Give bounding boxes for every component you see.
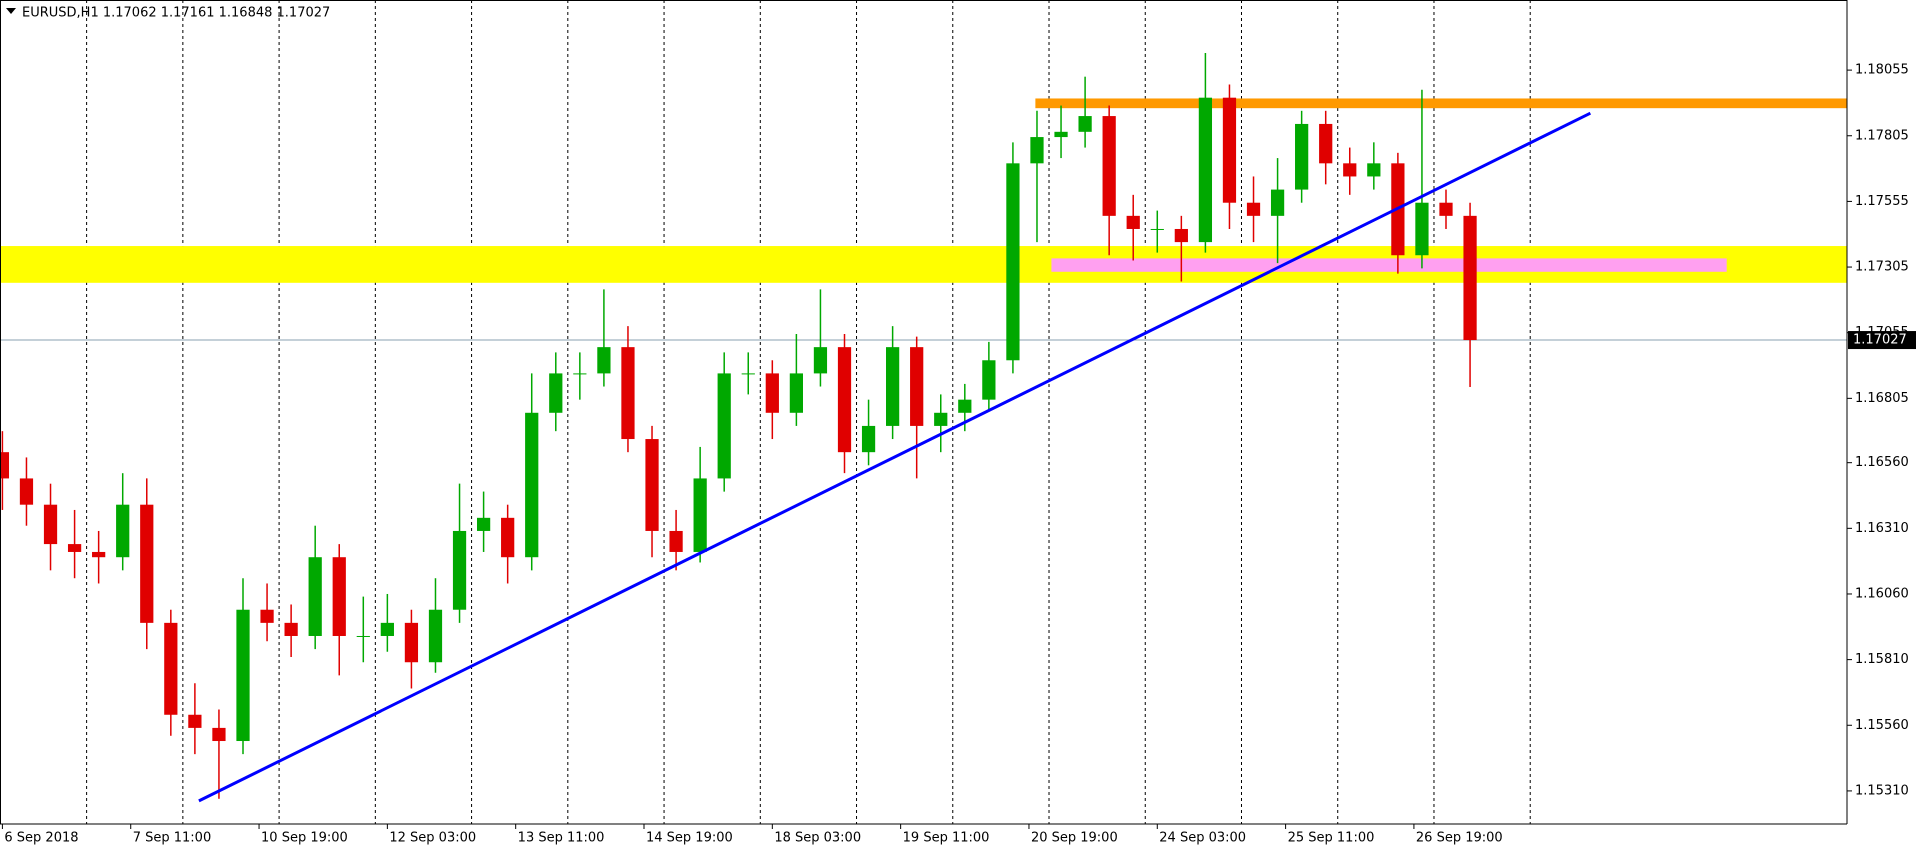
- candle-body: [140, 504, 154, 623]
- x-tick-label: 10 Sep 19:00: [261, 831, 348, 846]
- candle-body: [1150, 228, 1164, 230]
- candle-body: [428, 609, 443, 663]
- x-tick-label: 7 Sep 11:00: [133, 831, 212, 846]
- candle-body: [1367, 163, 1381, 177]
- candle-body: [1463, 215, 1477, 341]
- candle-body: [813, 347, 828, 374]
- x-tick-label: 26 Sep 19:00: [1416, 831, 1503, 846]
- x-tick-label: 18 Sep 03:00: [774, 831, 861, 846]
- y-tick-label: 1.17805: [1855, 128, 1909, 143]
- chart-title: EURUSD,H1 1.17062 1.17161 1.16848 1.1702…: [22, 6, 330, 21]
- y-tick-label: 1.18055: [1855, 63, 1909, 78]
- candle-body: [621, 347, 635, 440]
- candle-body: [1006, 163, 1020, 361]
- current-price-box: [1848, 331, 1916, 350]
- trendline: [198, 111, 1592, 803]
- candle-body: [1295, 123, 1309, 190]
- candle-body: [116, 504, 130, 558]
- candle-body: [1415, 202, 1429, 256]
- current-price-label: 1.17027: [1853, 333, 1907, 348]
- candle-body: [645, 439, 659, 531]
- candle-body: [380, 622, 394, 636]
- y-tick-label: 1.16060: [1855, 586, 1909, 601]
- candle-body: [92, 551, 106, 558]
- x-tick-label: 14 Sep 19:00: [646, 831, 733, 846]
- candle-body: [1319, 123, 1333, 164]
- candle-body: [164, 622, 178, 715]
- candle-body: [0, 452, 10, 479]
- candle-body: [1439, 202, 1453, 216]
- candle-body: [693, 478, 707, 552]
- candle-body: [284, 622, 298, 636]
- candle-body: [861, 425, 876, 453]
- x-tick-label: 13 Sep 11:00: [518, 831, 605, 846]
- candle-body: [1270, 189, 1285, 216]
- candle-body: [1198, 97, 1213, 243]
- candle-body: [212, 727, 226, 742]
- candle-body: [549, 373, 563, 413]
- y-tick-label: 1.15810: [1855, 652, 1909, 667]
- x-tick-label: 19 Sep 11:00: [903, 831, 990, 846]
- candle-body: [982, 360, 996, 400]
- candle-body: [67, 544, 82, 552]
- candle-body: [717, 373, 731, 479]
- candle-body: [1078, 116, 1092, 132]
- candle-body: [501, 517, 515, 558]
- price-zone: [1051, 258, 1727, 272]
- candle-body: [837, 347, 852, 453]
- candle-body: [525, 412, 539, 558]
- candle-body: [1102, 116, 1116, 216]
- candle-body: [404, 622, 419, 663]
- y-tick-label: 1.16310: [1855, 521, 1909, 536]
- candle-body: [741, 373, 755, 375]
- x-tick-label: 12 Sep 03:00: [389, 831, 476, 846]
- y-tick-label: 1.15310: [1855, 783, 1909, 798]
- candle-body: [476, 517, 491, 531]
- y-tick-label: 1.16805: [1855, 391, 1909, 406]
- candle-body: [332, 557, 346, 636]
- candle-body: [1246, 202, 1261, 216]
- x-tick-label: 20 Sep 19:00: [1031, 831, 1118, 846]
- candle-body: [188, 714, 202, 728]
- y-tick-label: 1.17555: [1855, 194, 1909, 209]
- candle-body: [1174, 228, 1188, 243]
- candle-body: [1343, 163, 1357, 177]
- x-tick-label: 25 Sep 11:00: [1288, 831, 1375, 846]
- y-tick-label: 1.17305: [1855, 260, 1909, 275]
- candle-body: [19, 478, 34, 505]
- candle-body: [910, 347, 924, 426]
- candle-body: [958, 399, 972, 413]
- candle-body: [789, 373, 803, 413]
- candle-body: [573, 373, 587, 375]
- candle-body: [1126, 215, 1140, 229]
- x-tick-label: 24 Sep 03:00: [1159, 831, 1246, 846]
- candle-body: [452, 530, 467, 610]
- price-zone: [1035, 98, 1847, 109]
- y-tick-label: 1.16560: [1855, 455, 1909, 470]
- zones-layer: [0, 98, 1847, 283]
- candle-body: [308, 557, 322, 636]
- candle-body: [43, 504, 58, 545]
- grid-layer: [0, 0, 1847, 824]
- candle-body: [597, 347, 611, 374]
- candle-body: [236, 609, 250, 742]
- candle-body: [356, 635, 370, 637]
- y-tick-label: 1.15560: [1855, 718, 1909, 733]
- candle-body: [1030, 137, 1044, 164]
- candle-body: [886, 347, 900, 426]
- candle-body: [260, 609, 274, 623]
- x-tick-label: 6 Sep 2018: [4, 831, 78, 846]
- candle-body: [765, 373, 779, 413]
- candle-body: [669, 530, 683, 552]
- candle-body: [934, 412, 948, 426]
- candles-layer: [0, 53, 1477, 799]
- candle-body: [1054, 131, 1068, 138]
- candle-body: [1222, 97, 1237, 203]
- menu-arrow[interactable]: [6, 8, 16, 14]
